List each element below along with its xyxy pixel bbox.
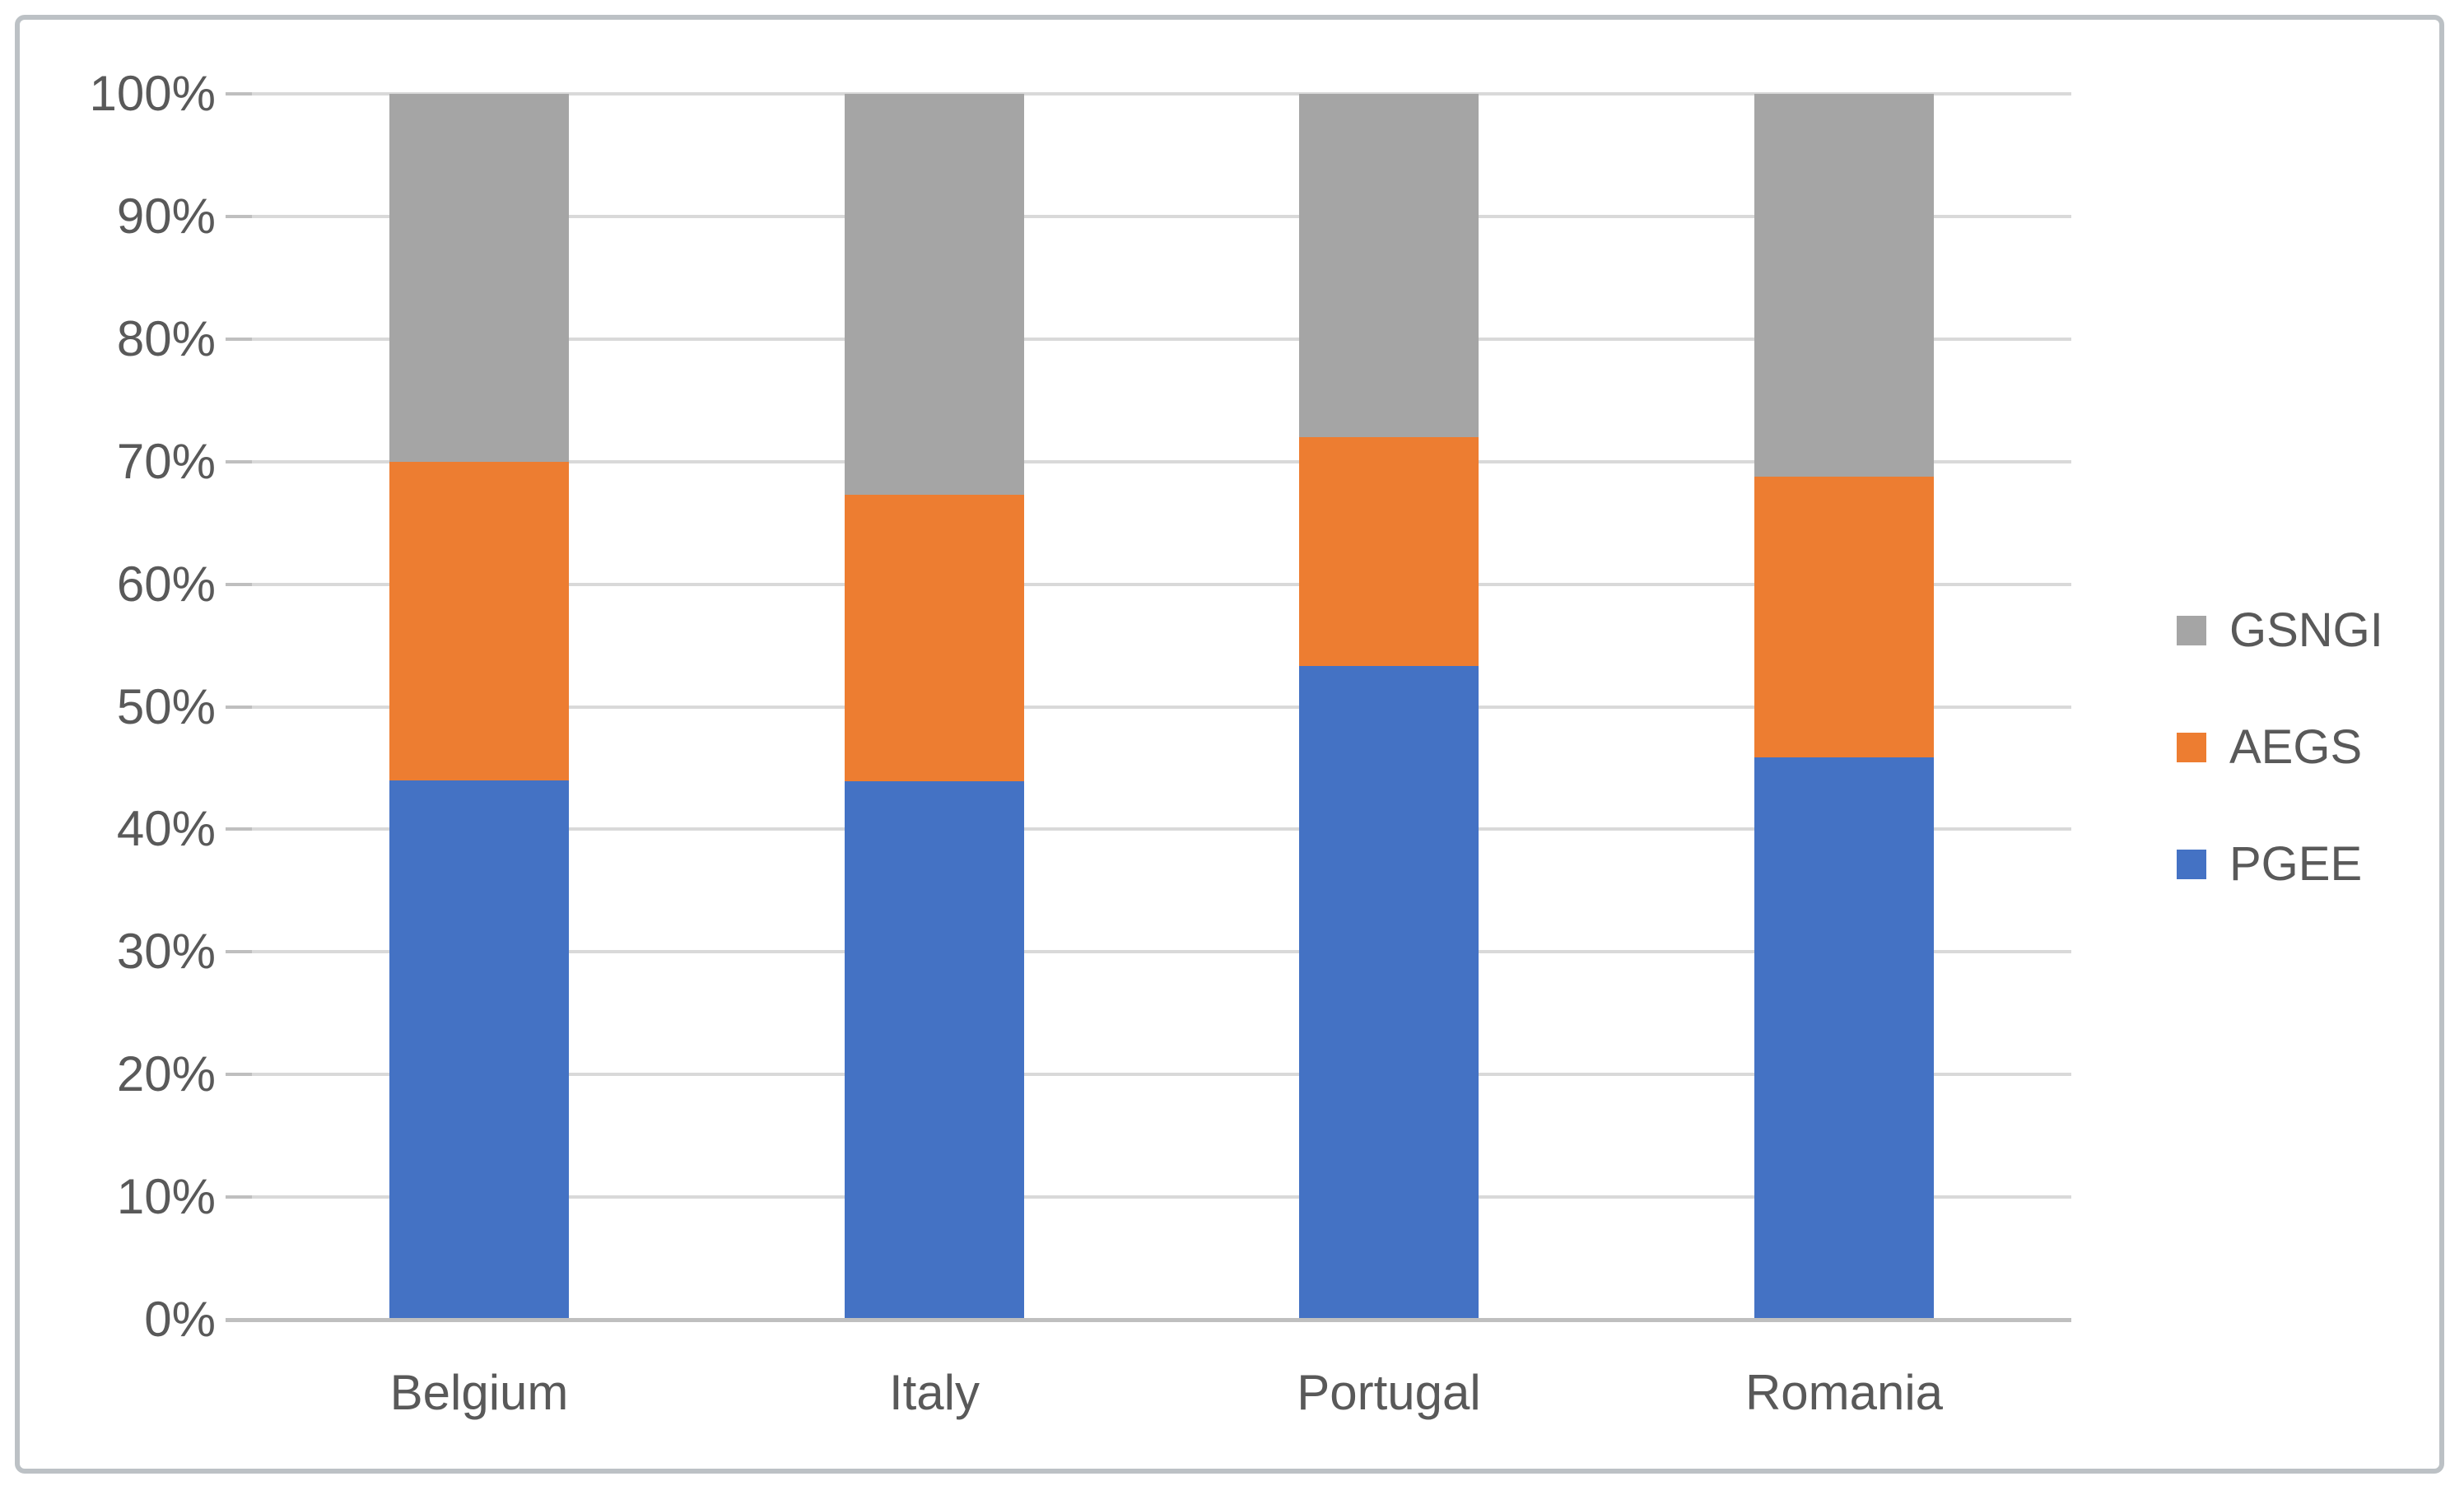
y-axis-tick-20	[226, 1073, 252, 1076]
gridline-20	[252, 1073, 2071, 1076]
y-axis-tick-100	[226, 92, 252, 95]
bar-segment-gsngi-portugal	[1299, 94, 1479, 437]
y-axis-tick-30	[226, 950, 252, 953]
bar-segment-aegs-portugal	[1299, 437, 1479, 666]
gridline-100	[252, 92, 2071, 95]
y-axis-tick-80	[226, 338, 252, 341]
gridline-70	[252, 460, 2071, 463]
x-axis-label-belgium: Belgium	[389, 1365, 569, 1420]
y-axis-label-40: 40%	[116, 801, 216, 856]
bar-segment-aegs-belgium	[389, 462, 569, 780]
y-axis-label-80: 80%	[116, 311, 216, 366]
bar-segment-gsngi-belgium	[389, 94, 569, 462]
y-axis-label-90: 90%	[116, 189, 216, 244]
y-axis-tick-10	[226, 1195, 252, 1199]
chart-frame: 0% 10% 20% 30% 40% 50% 60% 70% 80% 90% 100% Belgium…	[15, 15, 2444, 1474]
y-axis-label-30: 30%	[116, 924, 216, 979]
legend-swatch-aegs	[2177, 733, 2206, 762]
y-axis-label-100: 100%	[89, 66, 216, 121]
gridline-50	[252, 706, 2071, 709]
gridline-90	[252, 215, 2071, 218]
bar-segment-gsngi-romania	[1754, 94, 1934, 477]
legend-swatch-pgee	[2177, 850, 2206, 879]
y-axis-tick-40	[226, 827, 252, 831]
x-axis-label-portugal: Portugal	[1297, 1365, 1481, 1420]
legend-swatch-gsngi	[2177, 616, 2206, 645]
y-axis-tick-90	[226, 215, 252, 218]
gridline-30	[252, 950, 2071, 953]
bar-segment-pgee-belgium	[389, 780, 569, 1320]
legend-label-aegs: AEGS	[2229, 720, 2363, 774]
y-axis-label-10: 10%	[116, 1169, 216, 1224]
x-axis-label-romania: Romania	[1744, 1365, 1944, 1420]
y-axis-tick-50	[226, 706, 252, 709]
gridline-60	[252, 583, 2071, 586]
bar-segment-aegs-romania	[1754, 477, 1934, 757]
bar-segment-gsngi-italy	[845, 94, 1024, 495]
bar-segment-pgee-italy	[845, 781, 1024, 1320]
y-axis-label-60: 60%	[116, 557, 216, 612]
bar-segment-aegs-italy	[845, 495, 1024, 781]
gridline-80	[252, 338, 2071, 341]
bar-segment-pgee-romania	[1754, 757, 1934, 1320]
legend-label-gsngi: GSNGI	[2229, 603, 2383, 657]
gridline-40	[252, 827, 2071, 831]
legend-label-pgee: PGEE	[2229, 837, 2363, 891]
x-axis-line	[226, 1318, 2071, 1322]
y-axis-label-0: 0%	[144, 1292, 216, 1347]
y-axis-label-20: 20%	[116, 1046, 216, 1101]
bar-segment-pgee-portugal	[1299, 666, 1479, 1320]
y-axis-tick-60	[226, 583, 252, 586]
y-axis-label-70: 70%	[116, 434, 216, 489]
y-axis-label-50: 50%	[116, 679, 216, 734]
y-axis-tick-70	[226, 460, 252, 463]
gridline-10	[252, 1195, 2071, 1199]
x-axis-label-italy: Italy	[888, 1365, 980, 1420]
